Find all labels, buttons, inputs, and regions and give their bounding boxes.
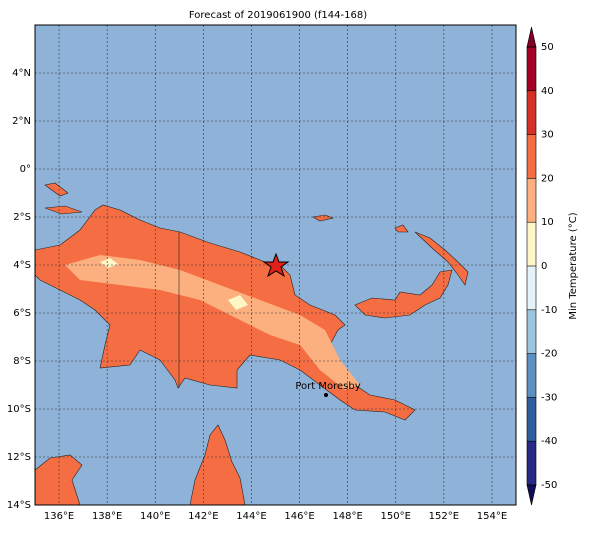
colorbar-band: [527, 441, 536, 485]
colorbar-band: [527, 47, 536, 91]
colorbar-band: [527, 309, 536, 354]
star-marker: [262, 252, 290, 278]
lon-tick-label: 148°E: [332, 511, 362, 522]
lon-tick-label: 146°E: [284, 511, 314, 522]
colorbar-tick-label: 30: [541, 130, 554, 141]
new-ireland: [414, 231, 469, 286]
colorbar-tick-label: 50: [541, 42, 554, 53]
island: [44, 205, 83, 215]
colorbar-extend-low: [526, 484, 537, 506]
lon-tick-label: 144°E: [236, 511, 266, 522]
colorbar-band: [527, 134, 536, 179]
lon-tick-label: 136°E: [44, 511, 74, 522]
highlands: [65, 255, 360, 390]
island: [394, 224, 409, 233]
lon-tick-label: 152°E: [429, 511, 459, 522]
lat-tick-label: 4°S: [13, 260, 31, 271]
colorbar-band: [527, 222, 536, 266]
lat-tick-label: 0°: [20, 164, 31, 175]
lon-tick-label: 142°E: [188, 511, 218, 522]
city-label: Port Moresby: [295, 381, 360, 392]
colorbar-tick-label: -50: [541, 480, 557, 491]
colorbar-band: [527, 90, 536, 135]
lon-tick-label: 140°E: [140, 511, 170, 522]
peak: [228, 295, 248, 310]
colorbar-tick-label: 10: [541, 217, 554, 228]
lat-tick-label: 2°N: [12, 116, 31, 127]
new-britain: [354, 269, 453, 319]
lat-tick-label: 8°S: [13, 356, 31, 367]
colorbar-tick-label: 40: [541, 86, 554, 97]
island: [44, 182, 69, 197]
peak: [100, 258, 118, 268]
manus: [312, 214, 335, 222]
colorbar-band: [527, 353, 536, 398]
colorbar-tick-label: -10: [541, 305, 557, 316]
colorbar-extend-high: [526, 26, 537, 48]
colorbar: -50 -40 -30 -20 -10 0 10 20 30 40 50: [526, 26, 557, 506]
lat-tick-label: 14°S: [7, 500, 31, 511]
colorbar-band: [527, 266, 536, 310]
lat-tick-label: 10°S: [7, 404, 31, 415]
colorbar-tick-label: 20: [541, 173, 554, 184]
lat-tick-label: 12°S: [7, 452, 31, 463]
title: Forecast of 2019061900 (f144-168): [189, 10, 367, 21]
map-frame: [34, 24, 517, 506]
colorbar-tick-label: -30: [541, 392, 557, 403]
map-area: Port Moresby: [34, 24, 517, 506]
lon-tick-label: 150°E: [381, 511, 411, 522]
lat-tick-label: 6°S: [13, 308, 31, 319]
colorbar-tick-label: 0: [541, 261, 547, 272]
colorbar-tick-label: -40: [541, 436, 557, 447]
australia: [189, 424, 246, 506]
land: [34, 182, 469, 506]
colorbar-band: [527, 178, 536, 223]
colorbar-band: [527, 397, 536, 442]
lat-tick-label: 2°S: [13, 212, 31, 223]
lon-tick-label: 138°E: [92, 511, 122, 522]
lat-tick-label: 4°N: [12, 68, 31, 79]
lon-tick-label: 154°E: [477, 511, 507, 522]
colorbar-tick-label: -20: [541, 349, 557, 360]
colorbar-label: Min Temperature (°C): [568, 212, 579, 319]
city-dot: [324, 393, 328, 397]
